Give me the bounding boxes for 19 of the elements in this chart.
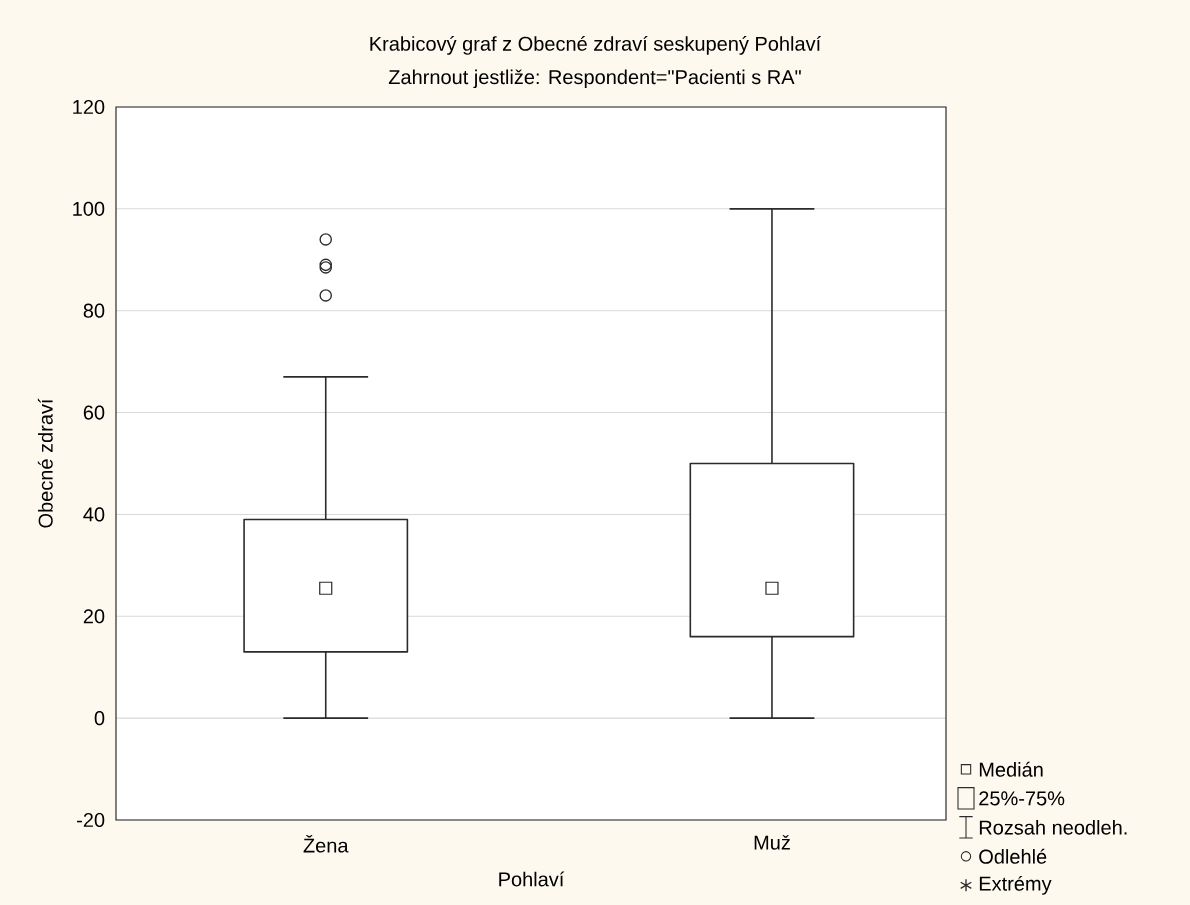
x-tick-label: Žena [303,834,349,853]
text: Odlehlé [979,848,1047,864]
chart-subtitle: Zahrnout jestliže: Respondent="Pacienti s RA" [388,69,801,89]
text: Medián [979,761,1043,777]
y-tick-label: 20 [83,609,105,624]
chart-title: Krabicový graf z Obecné zdraví seskupený Pohlaví [370,35,822,55]
x-tick-label: Muž [754,834,790,850]
y-tick-label: 120 [73,99,105,115]
x-axis-title: Pohlaví [499,871,565,887]
text: Rozsah neodleh. [979,819,1127,835]
text: Extrémy [979,875,1052,895]
y-tick-label: 40 [83,507,105,522]
y-axis-title: Obecné zdraví [37,398,53,528]
y-tick-label: -20 [77,812,105,828]
y-tick-label: 0 [94,711,105,726]
y-tick-label: 100 [73,201,105,216]
y-tick-label: 60 [83,405,105,420]
y-tick-label: 80 [83,303,105,318]
text: 25%-75% [979,791,1065,806]
